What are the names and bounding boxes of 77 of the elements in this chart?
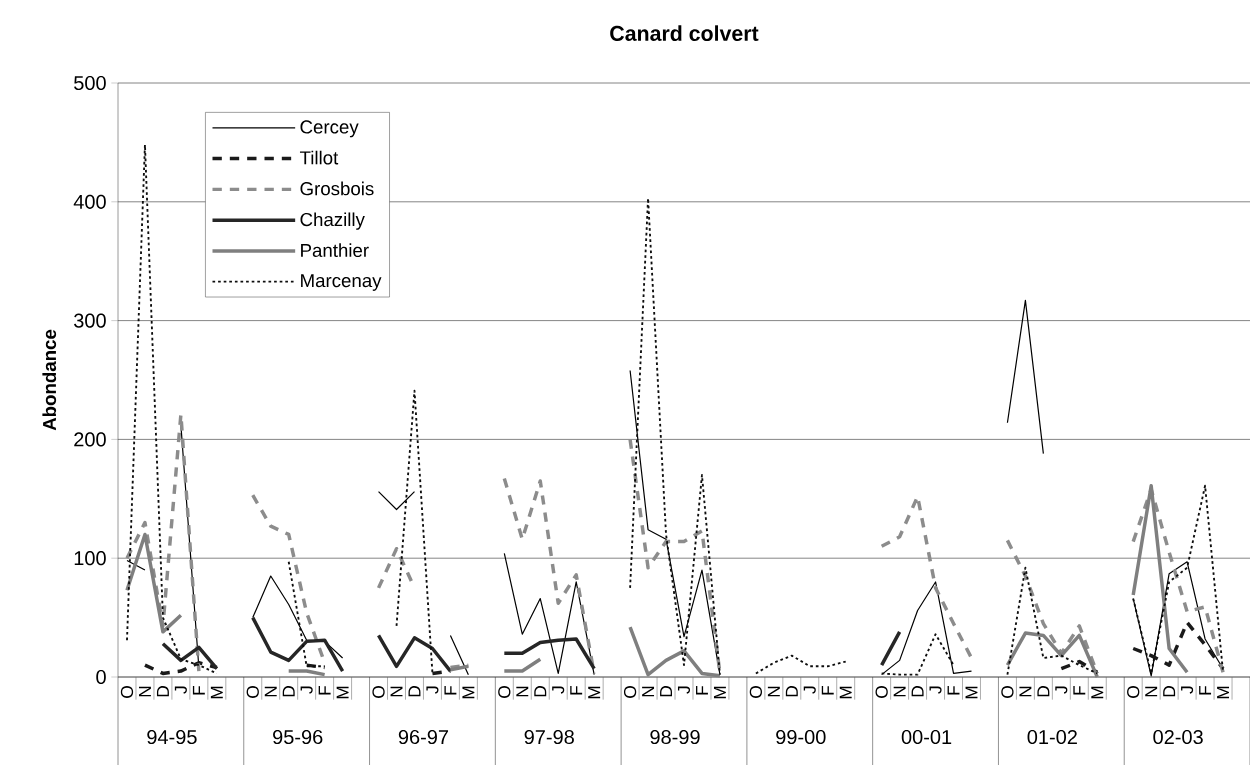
x-tick-label: O	[623, 686, 637, 698]
x-tick-label: M	[588, 686, 601, 699]
x-tick-label: J	[426, 686, 439, 694]
x-tick-label: M	[462, 686, 475, 699]
x-tick-label: O	[1127, 686, 1140, 698]
x-tick-label: J	[1181, 686, 1194, 694]
x-tick-label: N	[1019, 686, 1032, 697]
legend-label: Grosbois	[300, 181, 374, 196]
x-tick-label: J	[300, 686, 313, 694]
x-tick-label: M	[713, 686, 726, 699]
x-tick-label: F	[821, 685, 834, 695]
x-tick-label: J	[174, 686, 187, 694]
x-tick-label: J	[803, 686, 816, 694]
x-tick-label: O	[246, 686, 259, 698]
x-tick-label: F	[192, 685, 205, 695]
text: 98-99	[650, 729, 700, 745]
x-tick-label: N	[767, 686, 780, 697]
x-tick-label: M	[839, 686, 852, 699]
y-axis-title: Abondance	[42, 329, 57, 431]
x-tick-label: N	[1145, 686, 1158, 697]
x-tick-label: O	[372, 686, 385, 698]
text: 95-96	[273, 729, 323, 745]
x-tick-label: D	[911, 686, 924, 697]
x-tick-label: N	[264, 686, 277, 697]
x-tick-label: O	[749, 686, 763, 698]
x-tick-label: F	[1073, 685, 1086, 695]
legend-label: Cercey	[300, 120, 359, 138]
text: 97-98	[524, 729, 574, 745]
y-tick-label: 300	[74, 313, 106, 328]
x-tick-label: D	[1163, 686, 1176, 697]
x-tick-label: M	[965, 686, 978, 699]
x-tick-label: D	[534, 686, 547, 697]
x-tick-label: F	[1199, 685, 1212, 695]
text: 02-03	[1153, 729, 1203, 745]
x-tick-label: N	[390, 686, 403, 697]
x-tick-label: F	[696, 685, 708, 695]
x-tick-label: N	[893, 686, 906, 697]
y-tick-label: 400	[73, 194, 106, 209]
x-tick-label: J	[677, 686, 691, 694]
y-tick-label: 200	[74, 432, 106, 447]
text: 01-02	[1027, 729, 1077, 745]
x-tick-label: N	[516, 686, 529, 697]
legend-label: Marcenay	[301, 274, 382, 291]
x-tick-label: D	[660, 686, 672, 697]
y-tick-label: 0	[96, 669, 106, 685]
x-tick-label: J	[929, 686, 942, 694]
x-tick-label: O	[875, 686, 888, 698]
x-tick-label: M	[336, 686, 349, 699]
y-tick-label: 500	[74, 75, 106, 91]
x-tick-label: J	[552, 686, 565, 694]
x-tick-label: D	[1037, 686, 1050, 697]
legend-label: Chazilly	[300, 212, 365, 230]
chart-title: Canard colvert	[610, 25, 759, 41]
legend-label: Tillot	[299, 150, 339, 165]
x-tick-label: F	[570, 685, 583, 695]
x-tick-label: N	[139, 686, 151, 697]
text: 00-01	[901, 729, 952, 745]
legend-label: Panthier	[301, 243, 369, 258]
x-tick-label: O	[120, 686, 134, 698]
x-tick-label: D	[282, 686, 295, 697]
x-tick-label: M	[1091, 686, 1104, 699]
x-tick-label: N	[642, 686, 655, 697]
text: 94-95	[147, 729, 197, 745]
x-tick-label: M	[210, 686, 223, 699]
x-tick-label: D	[408, 686, 421, 697]
x-tick-label: O	[1001, 686, 1014, 698]
text: 99-00	[776, 729, 826, 745]
x-tick-label: M	[1217, 686, 1230, 699]
x-tick-label: J	[1055, 686, 1068, 694]
y-tick-label: 100	[74, 551, 106, 566]
x-tick-label: D	[785, 686, 798, 697]
x-tick-label: O	[498, 686, 511, 698]
x-tick-label: F	[318, 685, 331, 695]
text: 96-97	[398, 729, 449, 745]
x-tick-label: D	[156, 686, 169, 697]
x-tick-label: F	[947, 685, 960, 695]
x-tick-label: F	[444, 685, 457, 695]
